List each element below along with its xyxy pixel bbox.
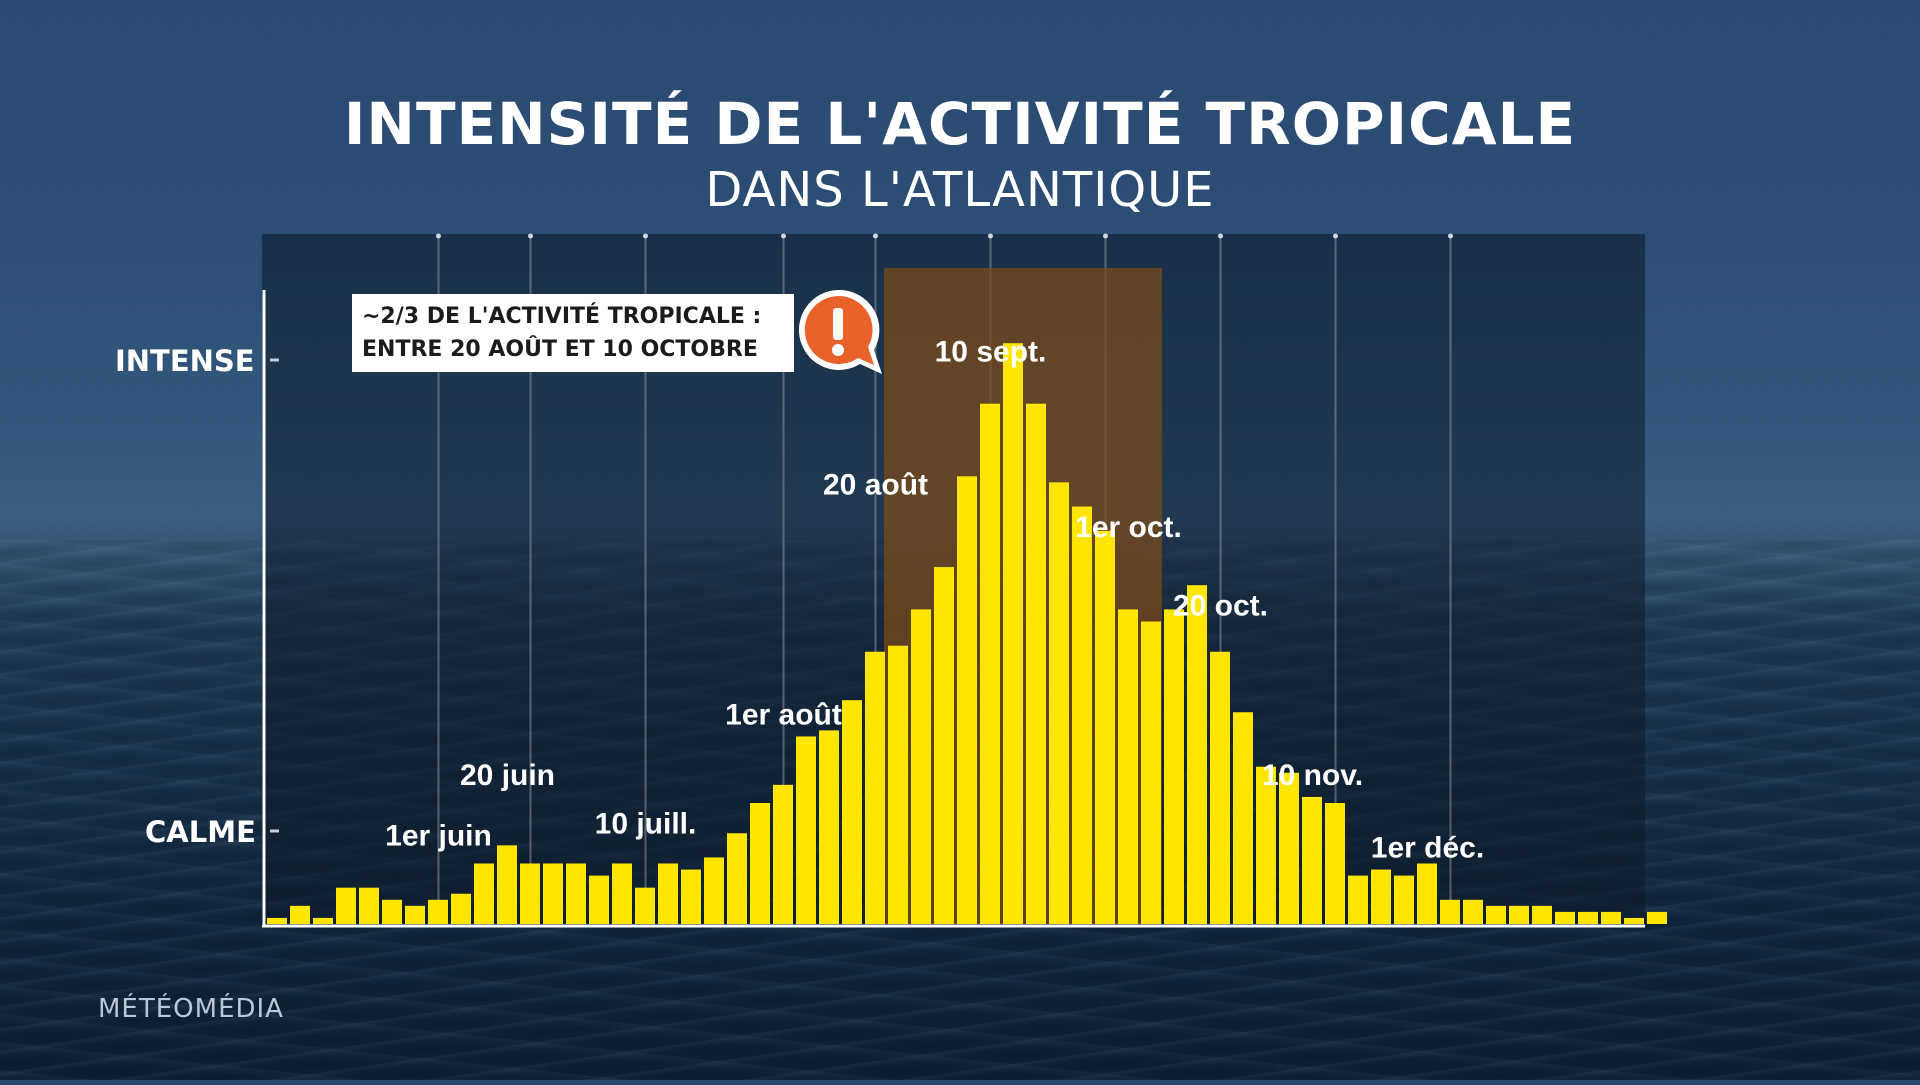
bar-43 [1256,766,1276,924]
bar-24 [819,730,839,924]
bar-33 [1026,403,1046,924]
grid-tick-2 [643,233,648,239]
bar-54 [1509,905,1529,924]
bar-49 [1394,875,1414,924]
bar-35 [1072,506,1092,924]
bar-60 [1647,911,1667,924]
annotation-1: 20 juin [460,759,555,792]
bar-30 [957,476,977,924]
bar-48 [1371,869,1391,924]
bar-2 [313,917,333,924]
bar-57 [1578,911,1598,924]
bar-50 [1417,863,1437,924]
bar-58 [1601,911,1621,924]
bar-0 [267,917,287,924]
bar-36 [1095,530,1115,924]
annotation-8: 10 nov. [1262,759,1363,792]
annotation-7: 20 oct. [1173,590,1268,623]
grid-tick-6 [1103,233,1108,239]
bar-32 [1003,343,1023,924]
grid-tick-8 [1333,233,1338,239]
bar-8 [451,893,471,924]
bar-42 [1233,712,1253,924]
bar-46 [1325,803,1345,924]
meteomedia-logo: MÉTÉOMÉDIA [98,994,284,1024]
bar-7 [428,899,448,924]
y-label-calme: CALME [145,815,256,849]
bar-29 [934,567,954,924]
bar-28 [911,609,931,924]
bar-27 [888,645,908,924]
bar-45 [1302,796,1322,924]
annotation-2: 10 juill. [595,807,697,840]
bar-4 [359,887,379,924]
bar-18 [681,869,701,924]
bar-56 [1555,911,1575,924]
y-label-intense: INTENSE [115,344,255,378]
grid-tick-5 [988,233,993,239]
bar-13 [566,863,586,924]
annotation-3: 1er août [725,698,842,731]
bar-14 [589,875,609,924]
bar-44 [1279,772,1299,924]
grid-tick-9 [1448,233,1453,239]
bar-47 [1348,875,1368,924]
bar-21 [750,803,770,924]
bar-34 [1049,482,1069,924]
bar-10 [497,845,517,924]
grid-tick-0 [436,233,441,239]
bar-39 [1164,609,1184,924]
bar-12 [543,863,563,924]
bar-40 [1187,585,1207,924]
exclamation-bubble-icon [798,289,882,374]
bar-16 [635,887,655,924]
annotation-6: 1er oct. [1075,511,1182,544]
bar-26 [865,651,885,924]
bar-6 [405,905,425,924]
bar-53 [1486,905,1506,924]
bar-19 [704,857,724,924]
bar-15 [612,863,632,924]
callout-line-2: ENTRE 20 AOÛT ET 10 OCTOBRE [362,337,758,362]
chart-subtitle: DANS L'ATLANTIQUE [705,162,1215,218]
chart-title: INTENSITÉ DE L'ACTIVITÉ TROPICALE [343,90,1577,158]
bar-3 [336,887,356,924]
bar-1 [290,905,310,924]
bar-25 [842,700,862,924]
bar-55 [1532,905,1552,924]
annotation-4: 20 août [823,469,928,502]
bar-52 [1463,899,1483,924]
grid-tick-3 [781,233,786,239]
bar-51 [1440,899,1460,924]
bar-31 [980,403,1000,924]
grid-tick-7 [1218,233,1223,239]
bar-20 [727,833,747,924]
bar-11 [520,863,540,924]
callout-box: ~2/3 DE L'ACTIVITÉ TROPICALE : ENTRE 20 … [352,294,794,372]
bar-23 [796,736,816,924]
callout-line-1: ~2/3 DE L'ACTIVITÉ TROPICALE : [362,304,762,329]
grid-tick-4 [873,233,878,239]
bar-38 [1141,621,1161,924]
bar-17 [658,863,678,924]
annotation-5: 10 sept. [935,335,1047,368]
annotation-9: 1er déc. [1371,832,1484,865]
bar-9 [474,863,494,924]
bar-5 [382,899,402,924]
bar-59 [1624,917,1644,924]
bar-41 [1210,651,1230,924]
grid-tick-1 [528,233,533,239]
bar-37 [1118,609,1138,924]
bar-22 [773,784,793,924]
annotation-0: 1er juin [385,819,492,852]
